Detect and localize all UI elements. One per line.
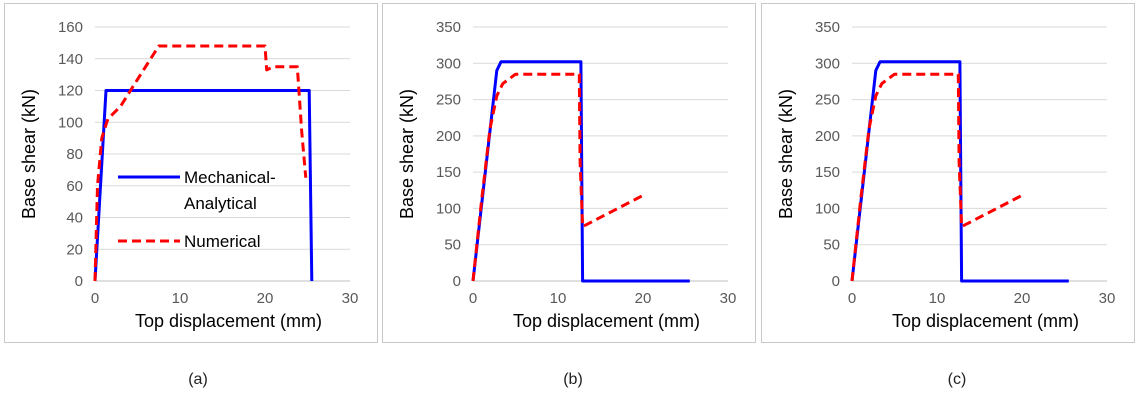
y-tick-label: 0 — [75, 273, 83, 290]
y-tick-label: 100 — [58, 114, 83, 131]
x-axis-label: Top displacement (mm) — [135, 311, 322, 331]
y-axis-label: Base shear (kN) — [397, 89, 417, 219]
y-tick-label: 350 — [436, 19, 461, 36]
y-tick-label: 150 — [436, 164, 461, 181]
legend-label-mechanical-analytical: Mechanical- Analytical — [184, 168, 276, 213]
y-tick-label: 40 — [66, 210, 83, 227]
x-tick-label: 10 — [929, 290, 946, 307]
y-axis-label: Base shear (kN) — [776, 89, 796, 219]
y-tick-label: 160 — [58, 19, 83, 36]
y-tick-label: 300 — [815, 55, 840, 72]
x-tick-label: 20 — [1014, 290, 1031, 307]
chart-panel-a: 0 20 40 60 80 100 120 140 160 0 10 20 30 Top displace… — [4, 3, 378, 343]
x-tick-label: 30 — [1099, 290, 1116, 307]
x-tick-label: 20 — [257, 290, 274, 307]
caption-b: (b) — [563, 371, 583, 388]
y-tick-label: 100 — [436, 200, 461, 217]
y-tick-label: 150 — [815, 164, 840, 181]
y-tick-label: 140 — [58, 51, 83, 68]
y-tick-label: 250 — [815, 92, 840, 109]
x-axis-label: Top displacement (mm) — [513, 311, 700, 331]
x-axis-label: Top displacement (mm) — [892, 311, 1079, 331]
y-tick-label: 0 — [453, 273, 461, 290]
caption-c: (c) — [947, 371, 967, 388]
y-tick-label: 50 — [823, 237, 840, 254]
y-tick-label: 80 — [66, 146, 83, 163]
x-tick-label: 0 — [91, 290, 99, 307]
y-tick-label: 20 — [66, 241, 83, 258]
y-tick-label: 300 — [436, 55, 461, 72]
y-tick-label: 250 — [436, 92, 461, 109]
chart-panel-b: 0 50 100 150 200 250 300 350 0 10 20 30 Top displace… — [382, 3, 756, 343]
y-tick-label: 200 — [436, 128, 461, 145]
series-line-mechanical-analytical — [471, 60, 690, 283]
y-tick-label: 200 — [815, 128, 840, 145]
x-tick-label: 0 — [848, 290, 856, 307]
x-tick-label: 10 — [550, 290, 567, 307]
chart-svg: 0 50 100 150 200 250 300 350 0 10 20 30 Top displace… — [776, 19, 1116, 331]
caption-a: (a) — [188, 371, 208, 388]
chart-svg: 0 50 100 150 200 250 300 350 0 10 20 30 Top displace… — [397, 19, 737, 331]
x-tick-label: 20 — [635, 290, 652, 307]
series-line-mechanical-analytical — [93, 89, 314, 282]
y-tick-label: 120 — [58, 83, 83, 100]
x-tick-label: 30 — [720, 290, 737, 307]
y-axis-label: Base shear (kN) — [19, 89, 39, 219]
legend-label-line-2: Analytical — [184, 194, 257, 213]
series-line-numerical — [850, 72, 1023, 282]
y-tick-label: 350 — [815, 19, 840, 36]
series-line-numerical — [471, 72, 644, 282]
x-tick-label: 30 — [342, 290, 359, 307]
series-line-mechanical-analytical — [850, 60, 1069, 283]
legend-label-line-1: Mechanical- — [184, 168, 276, 187]
x-tick-label: 0 — [469, 290, 477, 307]
x-tick-label: 10 — [172, 290, 189, 307]
series-line-numerical — [93, 44, 308, 282]
y-tick-label: 60 — [66, 178, 83, 195]
chart-svg: 0 20 40 60 80 100 120 140 160 0 10 20 30 Top displace… — [19, 19, 359, 331]
legend-label-numerical: Numerical — [184, 232, 261, 251]
y-tick-label: 50 — [444, 237, 461, 254]
chart-panel-c: 0 50 100 150 200 250 300 350 0 10 20 30 Top displace… — [761, 3, 1135, 343]
y-tick-label: 100 — [815, 200, 840, 217]
y-tick-label: 0 — [832, 273, 840, 290]
